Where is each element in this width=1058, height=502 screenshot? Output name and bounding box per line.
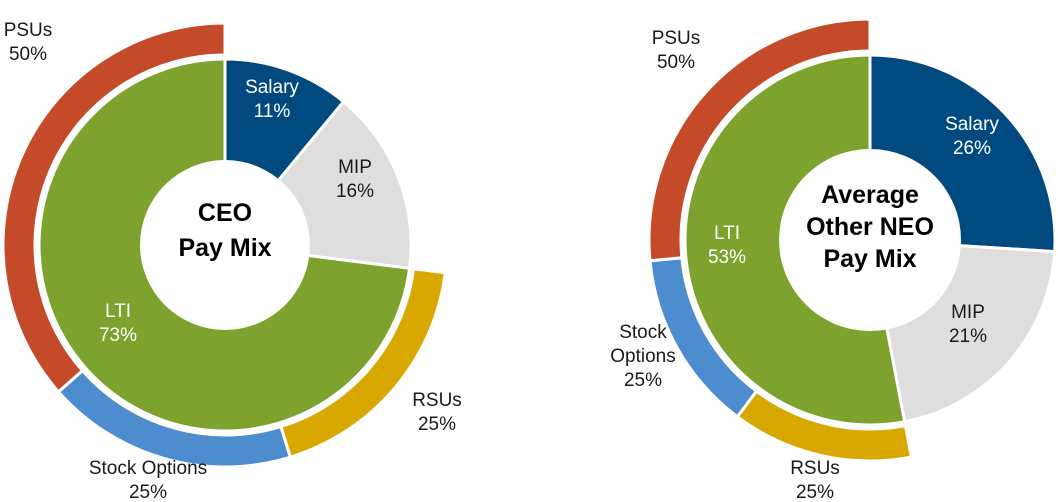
ceo-ring-value-rsus: 25% <box>418 414 456 435</box>
neo-center-hole <box>779 149 961 331</box>
ceo-ring-value-stock-options: 25% <box>129 482 167 502</box>
neo-center-title-line: Other NEO <box>806 213 934 241</box>
neo-ring-value-psus: 50% <box>657 52 695 73</box>
neo-slice-value-mip: 21% <box>949 326 987 347</box>
neo-pay-mix-chart: Average Other NEO Pay Mix Salary 26% MIP 21% LT… <box>610 17 1057 502</box>
ceo-ring-label-rsus: RSUs <box>412 390 462 411</box>
ceo-center-hole <box>140 160 310 330</box>
ceo-slice-value-salary: 11% <box>254 101 291 122</box>
ceo-ring-value-psus: 50% <box>9 44 47 65</box>
neo-slice-value-lti: 53% <box>708 247 746 268</box>
ceo-center-title-line: Pay Mix <box>178 234 271 262</box>
ceo-slice-value-mip: 16% <box>336 181 374 202</box>
neo-slice-value-salary: 26% <box>953 138 991 159</box>
ceo-center-title-line: CEO <box>198 199 252 227</box>
neo-slice-label-lti: LTI <box>714 223 740 244</box>
ceo-ring-psus <box>1 21 227 394</box>
neo-ring-psus <box>647 17 872 263</box>
neo-ring-label-stock-options-line1: Stock <box>619 322 667 343</box>
ceo-slice-label-mip: MIP <box>338 157 372 178</box>
ceo-ring-label-stock-options: Stock Options <box>89 458 207 479</box>
ceo-slice-label-salary: Salary <box>245 77 299 98</box>
ceo-ring-label-psus: PSUs <box>4 20 53 41</box>
neo-slice-label-mip: MIP <box>951 302 985 323</box>
neo-ring-label-psus: PSUs <box>652 28 701 49</box>
neo-ring-value-stock-options: 25% <box>624 370 662 391</box>
ceo-pay-mix-chart: CEO Pay Mix Salary 11% MIP 16% LTI 73% RSUs 25% St… <box>1 20 462 502</box>
neo-center-title-line: Average <box>821 181 919 209</box>
neo-slice-label-salary: Salary <box>945 114 999 135</box>
ceo-slice-label-lti: LTI <box>105 301 131 322</box>
neo-ring-label-rsus: RSUs <box>790 458 840 479</box>
ceo-slice-value-lti: 73% <box>99 325 137 346</box>
neo-center-title-line: Pay Mix <box>823 245 916 273</box>
neo-ring-value-rsus: 25% <box>796 482 834 502</box>
neo-ring-label-stock-options-line2: Options <box>610 346 675 367</box>
